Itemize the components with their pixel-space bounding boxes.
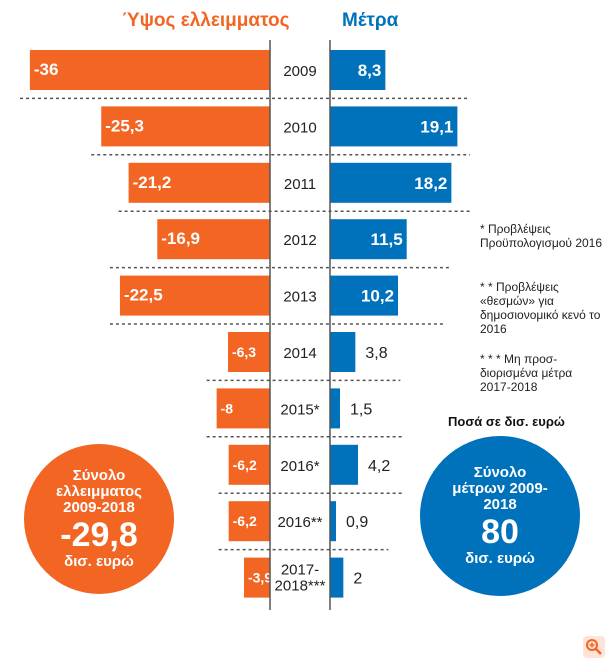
measures-bar xyxy=(330,219,407,260)
deficit-label: -22,5 xyxy=(124,286,163,305)
deficit-label: -25,3 xyxy=(105,116,144,135)
note-1: * Προβλέψεις Προϋπολογισμού 2016 xyxy=(480,222,603,250)
deficit-bar xyxy=(243,557,270,598)
measures-label: 1,5 xyxy=(350,401,372,418)
year-label: 2015* xyxy=(280,401,319,418)
measures-bar xyxy=(330,557,344,598)
year-label: 2017- xyxy=(281,562,319,579)
deficit-bar xyxy=(228,501,270,542)
measures-total-unit: δισ. ευρώ xyxy=(465,550,535,567)
measures-label: 10,2 xyxy=(361,287,394,306)
deficit-label: -6,2 xyxy=(233,513,257,529)
deficit-total-title: Σύνολο ελλειμματος 2009-2018 xyxy=(56,467,142,516)
deficit-bar xyxy=(29,50,270,90)
note-2: * * Προβλέψεις «θεσμών» για δημοσιονομικ… xyxy=(480,280,601,336)
year-label: 2018*** xyxy=(275,578,326,595)
measures-label: 2 xyxy=(353,571,362,588)
deficit-label: -16,9 xyxy=(161,229,200,248)
deficit-bar xyxy=(228,444,270,485)
note-3: * * * Μη προσ-διορισμένα μέτρα 2017-2018 xyxy=(480,352,573,394)
measures-label: 3,8 xyxy=(365,345,387,362)
measures-label: 18,2 xyxy=(414,174,447,193)
zoom-icon[interactable] xyxy=(583,636,605,658)
year-label: 2014 xyxy=(283,345,316,362)
deficit-bar xyxy=(157,219,270,260)
deficit-label: -36 xyxy=(34,60,59,79)
deficit-bar xyxy=(101,106,271,147)
deficit-label: -3,9 xyxy=(248,570,272,586)
measures-label: 19,1 xyxy=(420,117,453,136)
measures-label: 0,9 xyxy=(346,514,368,531)
deficit-bar xyxy=(227,332,270,372)
measures-bar xyxy=(330,275,399,316)
year-label: 2010 xyxy=(283,119,316,136)
measures-bar xyxy=(330,332,356,372)
year-label: 2011 xyxy=(284,176,316,193)
measures-label: 4,2 xyxy=(368,458,390,475)
measures-bar xyxy=(330,106,458,147)
year-label: 2016** xyxy=(277,514,322,531)
measures-bar xyxy=(330,501,337,542)
deficit-total-circle: Σύνολο ελλειμματος 2009-2018 -29,8 δισ. … xyxy=(24,444,174,594)
measures-total-value: 80 xyxy=(481,513,519,551)
deficit-label: -6,3 xyxy=(232,344,256,360)
measures-bar xyxy=(330,50,386,90)
deficit-label: -8 xyxy=(221,400,234,416)
year-label: 2016* xyxy=(280,458,319,475)
deficit-total-value: -29,8 xyxy=(60,516,138,554)
year-label: 2009 xyxy=(283,63,316,80)
deficit-bar xyxy=(216,388,270,429)
measures-bar xyxy=(330,162,452,203)
deficit-label: -6,2 xyxy=(233,457,257,473)
measures-total-circle: Σύνολο μέτρων 2009-2018 80 δισ. ευρώ xyxy=(420,436,580,596)
unit-label: Ποσά σε δισ. ευρώ xyxy=(448,414,565,429)
measures-label: 11,5 xyxy=(371,230,403,249)
deficit-label: -21,2 xyxy=(133,173,172,192)
measures-bar xyxy=(330,388,341,429)
measures-title: Μέτρα xyxy=(342,10,399,31)
measures-bar xyxy=(330,444,359,485)
measures-total-title: Σύνολο μέτρων 2009-2018 xyxy=(452,464,548,513)
deficit-title: Ύψος ελλειμματος xyxy=(122,10,290,31)
year-label: 2012 xyxy=(283,232,316,249)
measures-label: 8,3 xyxy=(358,61,382,80)
year-label: 2013 xyxy=(283,289,316,306)
deficit-total-unit: δισ. ευρώ xyxy=(64,553,134,570)
deficit-bar xyxy=(119,275,270,316)
deficit-bar xyxy=(128,162,270,203)
